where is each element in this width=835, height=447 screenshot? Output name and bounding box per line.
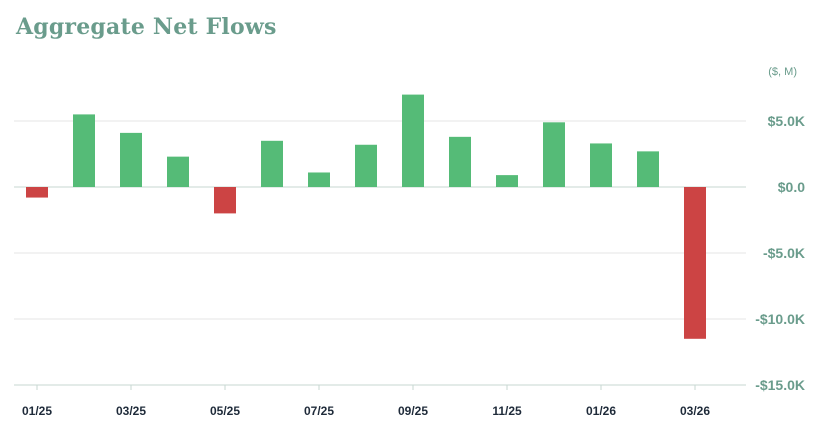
bars xyxy=(26,94,706,339)
bar-05-25 xyxy=(214,187,236,214)
bar-01-26 xyxy=(590,143,612,187)
bar-03-25 xyxy=(120,132,142,187)
bar-11-25 xyxy=(496,175,518,187)
x-tick-label: 09/25 xyxy=(398,404,428,418)
x-tick-label: 11/25 xyxy=(492,404,522,418)
bar-06-25 xyxy=(261,140,283,187)
bar-08-25 xyxy=(355,144,377,187)
x-tick-label: 03/26 xyxy=(680,404,710,418)
y-axis: $5.0K $0.0 -$5.0K -$10.0K -$15.0K xyxy=(755,113,805,393)
x-tick-label: 05/25 xyxy=(210,404,240,418)
y-tick-label: $0.0 xyxy=(778,179,805,195)
bar-02-25 xyxy=(73,114,95,187)
x-axis: 01/25 03/25 05/25 07/25 09/25 11/25 01/26 03/26 xyxy=(14,384,746,418)
bar-12-25 xyxy=(543,122,565,187)
bar-04-25 xyxy=(167,156,189,187)
y-tick-label: $5.0K xyxy=(768,113,805,129)
y-tick-label: -$10.0K xyxy=(755,311,805,327)
bar-07-25 xyxy=(308,172,330,187)
x-tick-label: 07/25 xyxy=(304,404,334,418)
bar-10-25 xyxy=(449,136,471,187)
bar-03-26 xyxy=(684,187,706,339)
bar-01-25 xyxy=(26,187,48,198)
x-tick-label: 01/26 xyxy=(586,404,616,418)
chart-title: Aggregate Net Flows xyxy=(16,14,277,40)
bar-09-25 xyxy=(402,94,424,187)
bar-02-26 xyxy=(637,151,659,187)
x-tick-label: 03/25 xyxy=(116,404,146,418)
y-tick-label: -$5.0K xyxy=(763,245,805,261)
y-tick-label: -$15.0K xyxy=(755,377,805,393)
x-tick-label: 01/25 xyxy=(22,404,52,418)
unit-label: ($, M) xyxy=(768,66,797,78)
